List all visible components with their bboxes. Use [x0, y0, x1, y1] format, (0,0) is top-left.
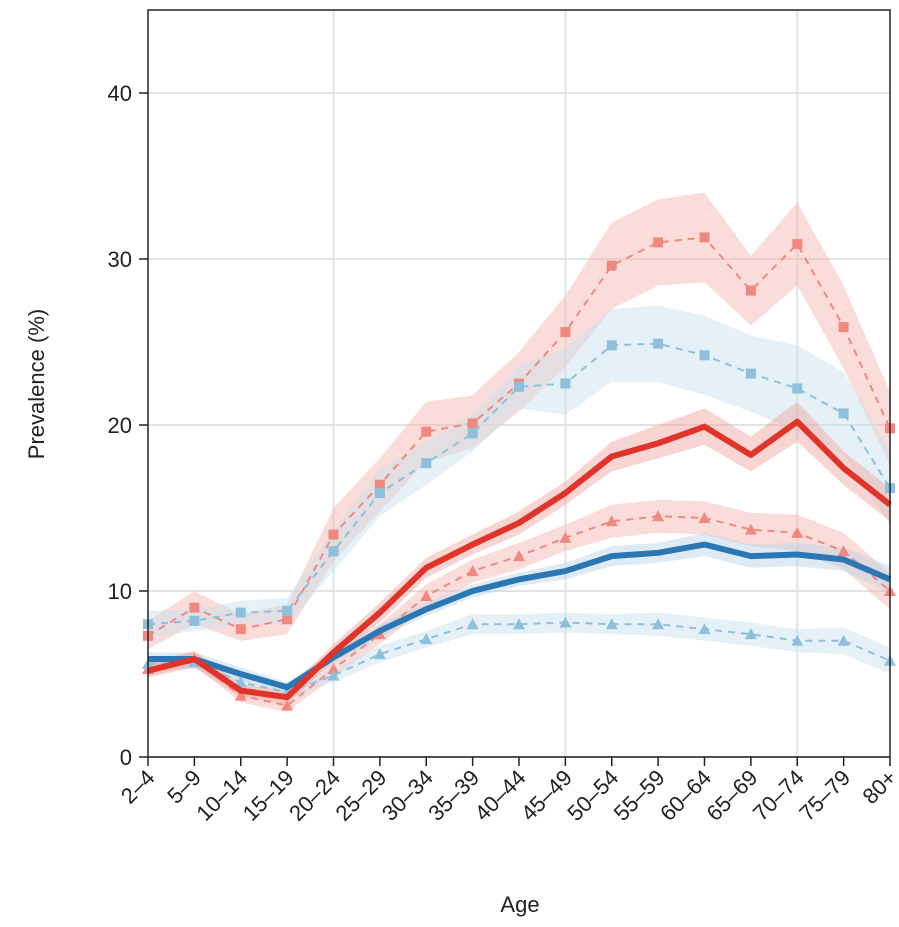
x-tick-label: 15–19	[238, 765, 299, 826]
marker	[421, 458, 432, 469]
marker	[652, 618, 665, 630]
marker	[189, 615, 200, 626]
marker	[652, 510, 665, 522]
y-tick-label: 20	[108, 413, 132, 438]
y-tick-label: 30	[108, 247, 132, 272]
marker	[420, 633, 433, 645]
marker	[327, 669, 340, 681]
marker	[421, 426, 432, 437]
marker	[837, 545, 850, 557]
marker	[606, 260, 617, 271]
y-tick-label: 10	[108, 579, 132, 604]
x-tick-label: 80+	[857, 765, 899, 809]
y-axis-label: Prevalence (%)	[24, 309, 49, 459]
x-tick-label: 55–59	[609, 765, 670, 826]
marker	[698, 623, 711, 635]
marker	[373, 648, 386, 660]
x-axis-label: Age	[500, 892, 539, 917]
confidence-band	[148, 401, 890, 704]
marker	[559, 531, 572, 543]
marker	[605, 618, 618, 630]
marker	[234, 676, 247, 688]
marker	[745, 285, 756, 296]
x-tick-label: 65–69	[701, 765, 762, 826]
marker	[235, 624, 246, 635]
x-tick-label: 75–79	[794, 765, 855, 826]
marker	[792, 383, 803, 394]
x-tick-label: 35–39	[423, 765, 484, 826]
series-line	[148, 541, 892, 691]
marker	[467, 428, 478, 439]
marker	[466, 565, 479, 577]
marker	[653, 338, 664, 349]
x-tick-label: 20–24	[284, 765, 345, 826]
plot-frame	[147, 9, 891, 758]
marker	[467, 418, 478, 429]
marker	[745, 368, 756, 379]
series-line	[147, 418, 892, 701]
marker	[699, 350, 710, 361]
marker	[282, 614, 293, 625]
marker	[560, 378, 571, 389]
marker	[374, 488, 385, 499]
marker	[514, 381, 524, 392]
marker	[606, 340, 617, 351]
marker	[328, 546, 339, 557]
marker	[420, 589, 433, 601]
marker	[235, 607, 246, 618]
marker	[838, 322, 849, 333]
x-tick-label: 50–54	[562, 765, 623, 826]
marker	[281, 699, 294, 711]
marker	[698, 511, 711, 523]
marker	[234, 689, 247, 701]
x-tick-label: 10–14	[191, 765, 252, 826]
marker	[466, 618, 479, 630]
marker	[653, 237, 664, 248]
marker	[374, 479, 385, 490]
y-tick-label: 40	[108, 81, 132, 106]
marker	[791, 634, 804, 646]
x-tick-label: 60–64	[655, 765, 716, 826]
marker	[513, 618, 525, 630]
marker	[559, 616, 572, 628]
x-tick-label: 45–49	[516, 765, 577, 826]
marker	[699, 232, 710, 243]
marker	[838, 408, 849, 419]
x-tick-label: 30–34	[377, 765, 438, 826]
marker	[328, 529, 339, 540]
marker	[744, 628, 757, 640]
x-tick-label: 25–29	[330, 765, 391, 826]
marker	[791, 526, 804, 538]
marker	[282, 605, 293, 616]
x-tick-label: 40–44	[470, 765, 531, 826]
marker	[792, 239, 803, 250]
marker	[744, 523, 757, 535]
marker	[605, 515, 618, 527]
series-line	[147, 342, 891, 626]
marker	[837, 634, 850, 646]
marker	[560, 327, 571, 338]
x-tick-label: 70–74	[748, 765, 809, 826]
x-tick-label: 2–4	[116, 765, 160, 809]
marker	[189, 602, 200, 613]
marker	[513, 550, 525, 562]
marker	[327, 663, 340, 675]
y-tick-label: 0	[120, 745, 132, 770]
